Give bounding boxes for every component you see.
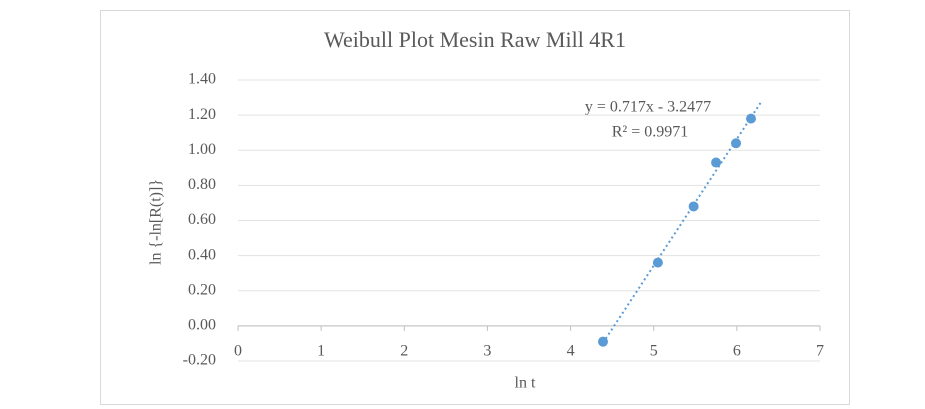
y-tick-label: -0.20 — [183, 352, 216, 369]
x-tick-label: 7 — [816, 343, 824, 360]
y-tick-label: 1.20 — [188, 106, 216, 123]
y-tick-label: 1.40 — [188, 71, 216, 88]
y-tick-label: 0.60 — [188, 211, 216, 228]
y-axis-label: ln {-ln[R(t)]} — [148, 179, 165, 265]
x-tick-label: 2 — [400, 343, 408, 360]
x-tick-label: 6 — [733, 343, 741, 360]
data-point — [711, 158, 721, 168]
y-tick-label: 0.80 — [188, 176, 216, 193]
data-point — [746, 114, 756, 124]
x-tick-label: 1 — [317, 343, 325, 360]
x-tick-label: 4 — [567, 343, 575, 360]
data-point — [731, 138, 741, 148]
y-tick-label: 0.40 — [188, 246, 216, 263]
x-tick-label: 5 — [650, 343, 658, 360]
y-tick-label: 0.00 — [188, 317, 216, 334]
trendline-equation: y = 0.717x - 3.2477 — [585, 99, 711, 116]
data-point — [598, 337, 608, 347]
y-tick-label: 0.20 — [188, 281, 216, 298]
x-axis-label: ln t — [515, 375, 536, 392]
data-point — [689, 201, 699, 211]
chart: Weibull Plot Mesin Raw Mill 4R1 ln t ln … — [0, 0, 925, 409]
y-tick-label: 1.00 — [188, 141, 216, 158]
x-tick-label: 3 — [483, 343, 491, 360]
page: Weibull Plot Mesin Raw Mill 4R1 ln t ln … — [0, 0, 925, 409]
x-tick-label: 0 — [234, 343, 242, 360]
data-point — [653, 258, 663, 268]
chart-title: Weibull Plot Mesin Raw Mill 4R1 — [324, 27, 626, 52]
r-squared: R² = 0.9971 — [612, 124, 689, 141]
